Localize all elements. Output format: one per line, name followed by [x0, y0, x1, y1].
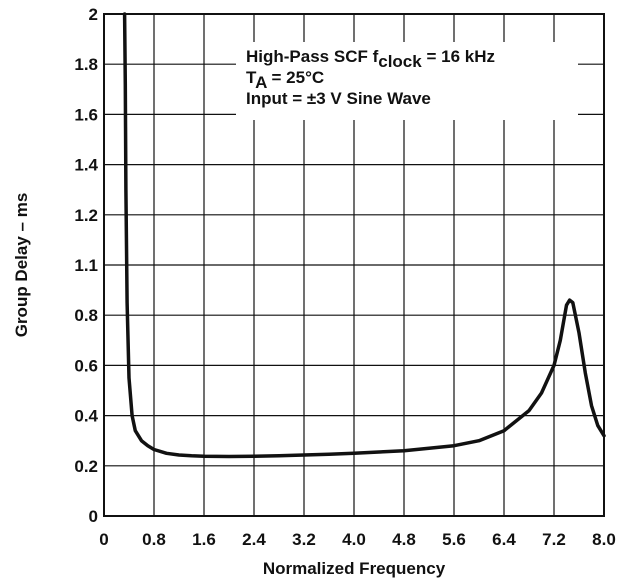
y-tick-label: 0.2 — [74, 457, 98, 476]
annotation-line: Input = ±3 V Sine Wave — [246, 89, 431, 108]
y-tick-label: 0.6 — [74, 356, 98, 375]
y-axis-title: Group Delay – ms — [12, 193, 31, 338]
y-tick-labels: 0 0.2 0.4 0.6 0.8 1.1 1.2 1.4 1.6 1.8 2 — [74, 5, 98, 526]
x-tick-label: 3.2 — [292, 530, 316, 549]
x-tick-label: 1.6 — [192, 530, 216, 549]
x-tick-label: 6.4 — [492, 530, 516, 549]
x-tick-label: 5.6 — [442, 530, 466, 549]
y-tick-label: 1.6 — [74, 105, 98, 124]
x-tick-label: 8.0 — [592, 530, 616, 549]
y-tick-label: 1.1 — [74, 256, 98, 275]
x-tick-label: 0.8 — [142, 530, 166, 549]
y-tick-label: 1.4 — [74, 156, 98, 175]
y-tick-label: 2 — [89, 5, 98, 24]
x-tick-label: 4.8 — [392, 530, 416, 549]
x-tick-label: 2.4 — [242, 530, 266, 549]
y-tick-label: 0.4 — [74, 407, 98, 426]
x-axis-title: Normalized Frequency — [263, 559, 446, 578]
y-tick-label: 0.8 — [74, 306, 98, 325]
y-tick-label: 0 — [89, 507, 98, 526]
y-tick-label: 1.2 — [74, 206, 98, 225]
x-tick-label: 4.0 — [342, 530, 366, 549]
x-tick-labels: 0 0.8 1.6 2.4 3.2 4.0 4.8 5.6 6.4 7.2 8.0 — [99, 530, 616, 549]
x-tick-label: 7.2 — [542, 530, 566, 549]
x-tick-label: 0 — [99, 530, 108, 549]
y-tick-label: 1.8 — [74, 55, 98, 74]
